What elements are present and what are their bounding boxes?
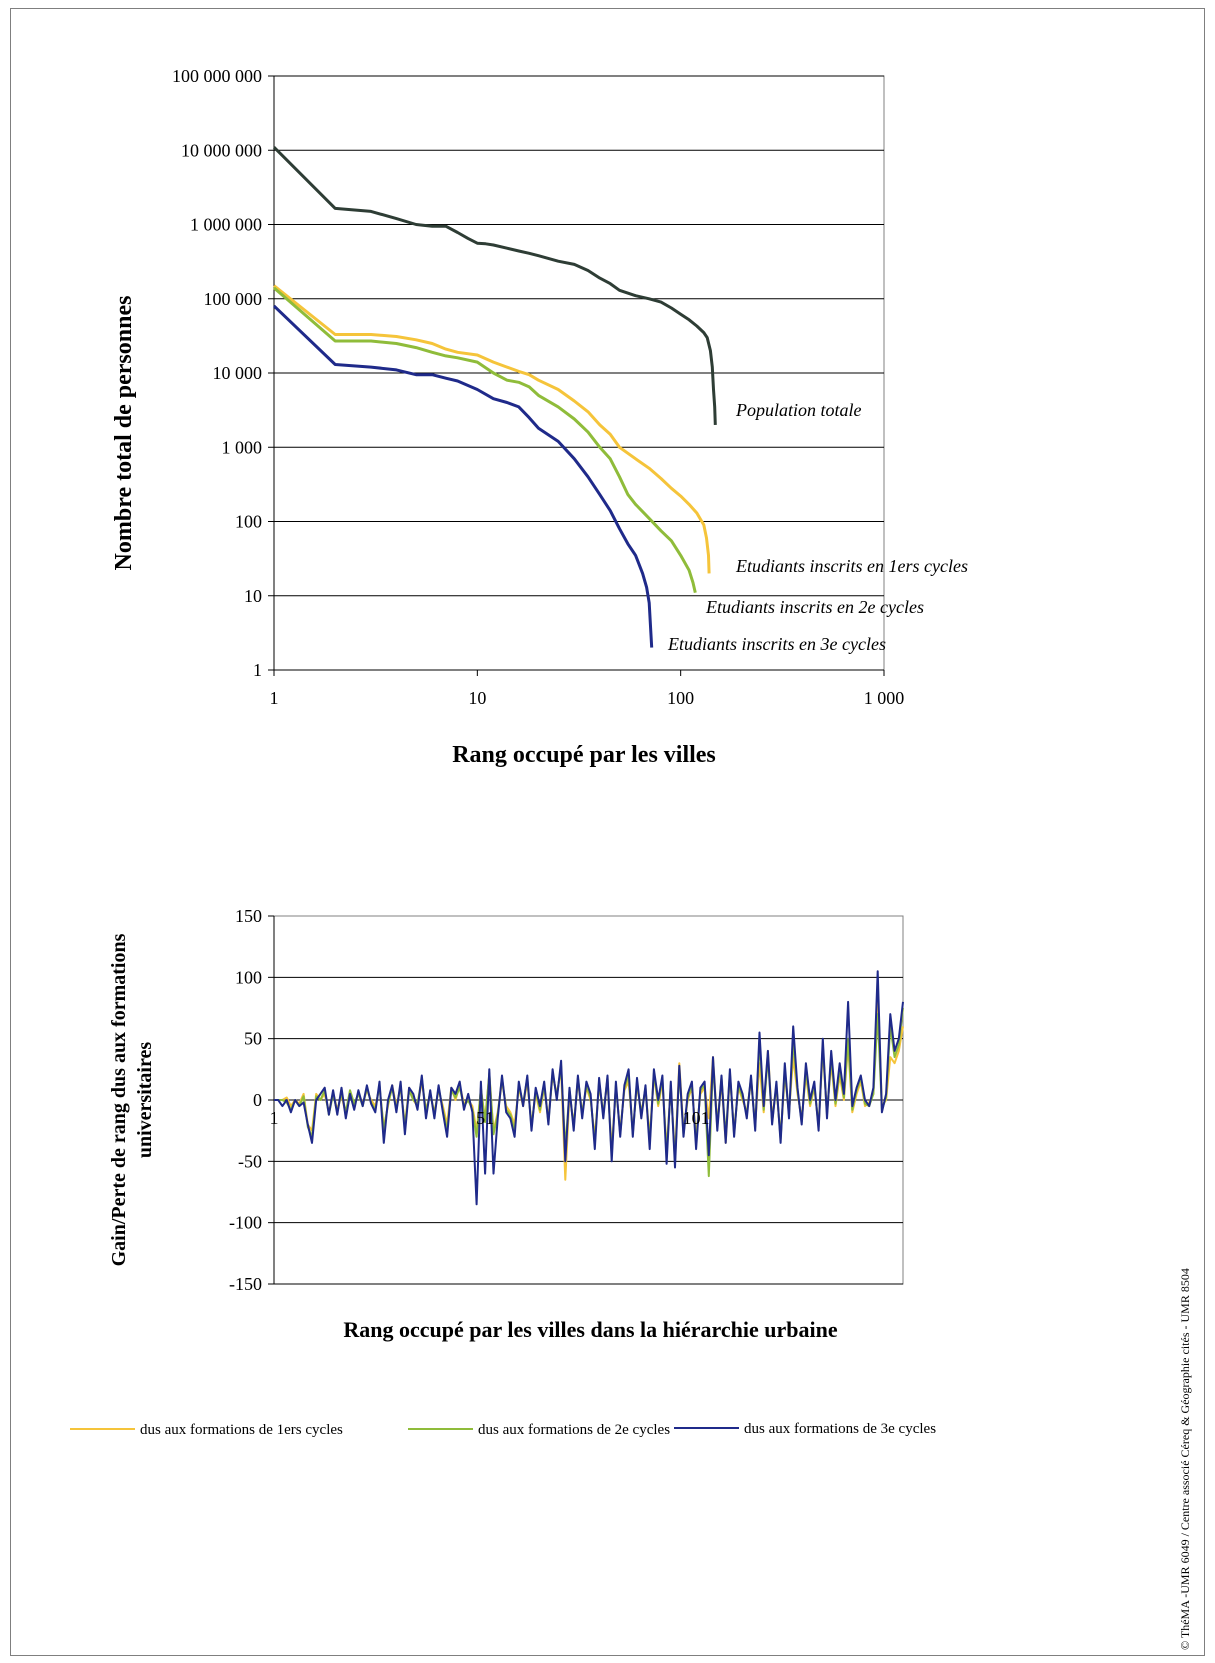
chart1-y-tick-label: 10 000 000 bbox=[181, 140, 262, 160]
chart2-y-axis-title-line1: Gain/Perte de rang dus aux formations bbox=[108, 933, 130, 1266]
chart1-annotation: Population totale bbox=[735, 400, 862, 420]
chart2-legend-label: dus aux formations de 3e cycles bbox=[744, 1421, 936, 1437]
chart1-y-tick-label: 100 bbox=[235, 512, 262, 532]
chart2-legend-label: dus aux formations de 1ers cycles bbox=[140, 1422, 343, 1438]
chart1-x-tick-label: 100 bbox=[667, 688, 694, 708]
chart2-y-tick-label: 150 bbox=[235, 906, 262, 926]
chart2-series-line-2 bbox=[274, 970, 904, 1206]
chart1-x-axis-title: Rang occupé par les villes bbox=[452, 742, 716, 768]
chart1-y-axis-title: Nombre total de personnes bbox=[111, 296, 137, 571]
chart2-legend-label: dus aux formations de 2e cycles bbox=[478, 1422, 670, 1438]
chart1-y-tick-label: 100 000 bbox=[204, 289, 263, 309]
chart1-x-tick-label: 10 bbox=[468, 688, 486, 708]
chart2-y-tick-label: -50 bbox=[238, 1151, 262, 1171]
chart1-x-tick-label: 1 bbox=[270, 688, 279, 708]
chart1-y-tick-label: 100 000 000 bbox=[172, 66, 262, 86]
chart1-series-line-1 bbox=[273, 284, 711, 574]
chart1-y-tick-label: 1 bbox=[253, 660, 262, 680]
chart1-y-tick-label: 1 000 000 bbox=[190, 215, 262, 235]
chart2-y-axis-title-line2: universitaires bbox=[134, 1042, 156, 1159]
chart2-y-tick-label: 50 bbox=[244, 1029, 262, 1049]
chart1-series-line-2 bbox=[273, 286, 697, 594]
chart1-series-line-0 bbox=[272, 146, 717, 425]
credit-text: © ThéMA -UMR 6049 / Centre associé Céreq… bbox=[1178, 1268, 1192, 1650]
chart2-y-tick-label: -100 bbox=[229, 1213, 262, 1233]
chart2-y-tick-label: 100 bbox=[235, 967, 262, 987]
chart1-annotation: Etudiants inscrits en 3e cycles bbox=[667, 634, 886, 654]
chart1-annotation: Etudiants inscrits en 1ers cycles bbox=[735, 556, 968, 576]
chart1-x-tick-label: 1 000 bbox=[864, 688, 905, 708]
chart1-y-tick-label: 1 000 bbox=[222, 437, 263, 457]
chart1-annotation: Etudiants inscrits en 2e cycles bbox=[705, 597, 924, 617]
chart2-x-tick-label: 101 bbox=[683, 1108, 710, 1128]
chart2-y-axis-title: Gain/Perte de rang dus aux formations uni… bbox=[108, 933, 156, 1266]
chart1-series-line-3 bbox=[272, 304, 654, 648]
figure-frame bbox=[10, 8, 1205, 1656]
chart2-x-tick-label: 1 bbox=[270, 1108, 279, 1128]
chart2-y-tick-label: 0 bbox=[253, 1090, 262, 1110]
chart2-x-tick-label: 51 bbox=[476, 1108, 494, 1128]
chart2-x-axis-title: Rang occupé par les villes dans la hiéra… bbox=[343, 1317, 837, 1342]
chart1-y-tick-label: 10 bbox=[244, 586, 262, 606]
chart2-y-tick-label: -150 bbox=[229, 1274, 262, 1294]
chart1-y-tick-label: 10 000 bbox=[213, 363, 263, 383]
